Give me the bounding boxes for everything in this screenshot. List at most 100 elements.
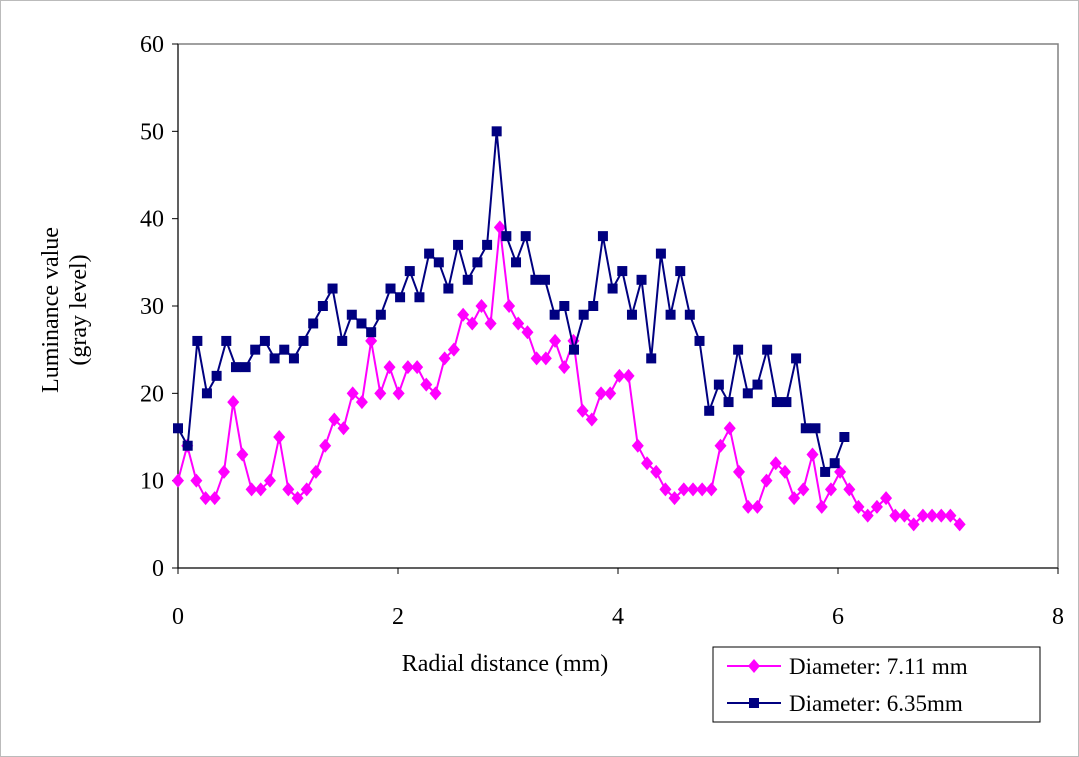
marker: [172, 473, 184, 488]
marker: [742, 499, 755, 514]
marker: [641, 456, 654, 471]
marker: [530, 274, 541, 285]
marker: [944, 508, 957, 523]
marker: [484, 316, 497, 331]
marker: [530, 351, 543, 366]
marker: [839, 432, 850, 442]
marker: [512, 316, 525, 331]
marker: [374, 386, 387, 401]
marker: [190, 473, 203, 488]
x-tick-label: 8: [1052, 604, 1064, 630]
marker: [898, 508, 911, 523]
y-tick-label: 30: [140, 294, 164, 320]
marker: [521, 325, 534, 340]
marker: [447, 342, 460, 357]
marker: [585, 412, 598, 427]
marker: [392, 386, 405, 401]
marker: [771, 397, 782, 408]
marker: [677, 482, 690, 497]
marker: [675, 266, 686, 277]
marker: [236, 447, 249, 462]
marker: [401, 360, 414, 375]
marker: [788, 491, 801, 506]
marker: [520, 231, 531, 242]
marker: [245, 482, 258, 497]
marker: [820, 466, 831, 477]
marker: [622, 368, 635, 383]
marker: [834, 464, 847, 479]
marker: [705, 482, 718, 497]
marker: [414, 292, 425, 303]
y-tick-label: 20: [140, 381, 164, 407]
marker: [501, 231, 512, 242]
y-tick-label: 10: [140, 469, 164, 495]
marker: [383, 360, 396, 375]
marker: [800, 423, 811, 434]
marker: [861, 508, 874, 523]
marker: [173, 423, 183, 434]
marker: [935, 508, 948, 523]
marker: [870, 499, 883, 514]
marker: [438, 351, 451, 366]
marker: [211, 370, 222, 381]
marker: [254, 482, 267, 497]
marker: [199, 491, 212, 506]
marker: [472, 257, 483, 268]
marker: [558, 360, 571, 375]
marker: [263, 473, 276, 488]
marker: [309, 464, 322, 479]
marker: [240, 362, 251, 373]
marker: [279, 344, 290, 355]
marker: [491, 126, 502, 137]
marker: [259, 335, 270, 346]
marker: [385, 283, 396, 294]
marker: [395, 292, 406, 303]
marker: [453, 239, 464, 250]
marker: [696, 482, 709, 497]
y-axis-title: Luminance value: [38, 227, 64, 393]
marker: [317, 301, 328, 311]
marker: [375, 309, 386, 320]
marker: [926, 508, 939, 523]
legend-label: Diameter: 6.35mm: [789, 691, 963, 716]
y-axis-title: (gray level): [66, 254, 92, 365]
marker: [742, 388, 753, 399]
marker: [646, 353, 657, 364]
marker: [810, 423, 821, 434]
marker: [631, 438, 644, 453]
marker: [907, 517, 920, 532]
marker: [411, 360, 424, 375]
marker: [889, 508, 902, 523]
marker: [282, 482, 295, 497]
marker: [365, 333, 378, 348]
marker: [762, 344, 773, 355]
marker: [588, 301, 599, 311]
marker: [549, 333, 562, 348]
marker: [217, 464, 230, 479]
marker: [665, 309, 676, 320]
marker: [769, 456, 782, 471]
marker: [288, 353, 299, 364]
marker: [733, 344, 744, 355]
marker: [201, 388, 212, 399]
marker: [462, 274, 473, 285]
marker: [613, 368, 626, 383]
marker: [366, 327, 377, 338]
marker: [466, 316, 479, 331]
marker: [655, 248, 666, 259]
marker: [539, 351, 552, 366]
y-tick-label: 50: [140, 119, 164, 145]
marker: [319, 438, 332, 453]
legend-marker: [748, 659, 760, 673]
marker: [916, 508, 929, 523]
marker: [337, 335, 348, 346]
marker: [953, 517, 966, 532]
marker: [443, 283, 454, 294]
marker: [824, 482, 837, 497]
marker: [298, 335, 309, 346]
legend-box: [712, 646, 1041, 723]
marker: [713, 379, 724, 390]
marker: [576, 403, 589, 418]
marker: [346, 309, 357, 320]
marker: [723, 421, 736, 436]
